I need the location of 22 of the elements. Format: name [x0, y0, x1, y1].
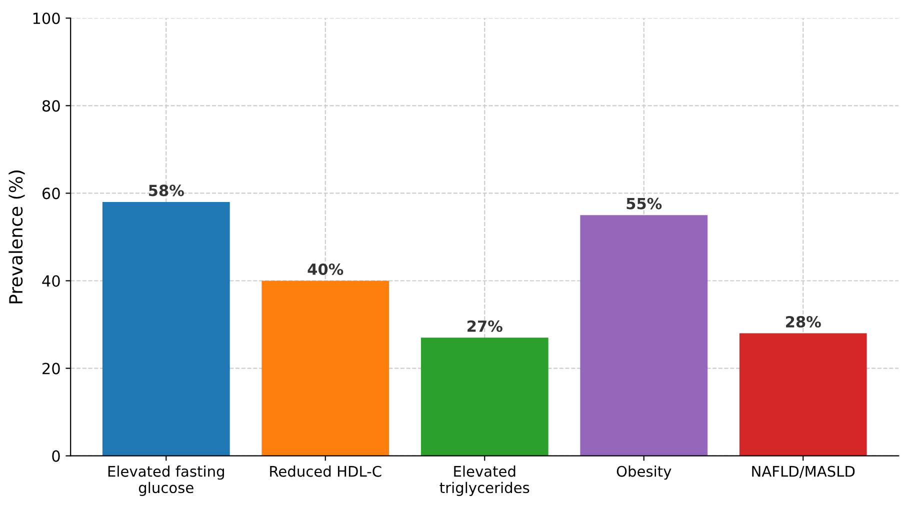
bar	[580, 215, 708, 456]
y-tick-label: 40	[42, 275, 60, 287]
bar	[262, 280, 390, 456]
x-tick-label: Elevated triglycerides	[440, 466, 530, 496]
y-tick-label: 80	[42, 100, 60, 112]
bar	[739, 333, 867, 456]
y-tick-label: 0	[52, 450, 60, 462]
data-label: 58%	[149, 184, 184, 196]
data-label: 55%	[626, 198, 662, 210]
data-label: 27%	[468, 320, 502, 332]
x-tick-label: NAFLD/MASLD	[752, 466, 855, 478]
data-label: 40%	[308, 263, 344, 276]
x-tick-label: Obesity	[616, 466, 672, 480]
bar	[102, 202, 230, 456]
data-label: 28%	[786, 316, 821, 328]
x-tick-label: Reduced HDL-C	[270, 466, 382, 477]
y-axis-title: Prevalence (%)	[8, 170, 25, 304]
y-tick-label: 20	[42, 362, 60, 374]
x-tick-label: Elevated fasting glucose	[108, 466, 224, 496]
y-tick-label: 100	[33, 12, 60, 24]
y-tick-label: 60	[42, 188, 60, 200]
bar	[420, 338, 548, 456]
